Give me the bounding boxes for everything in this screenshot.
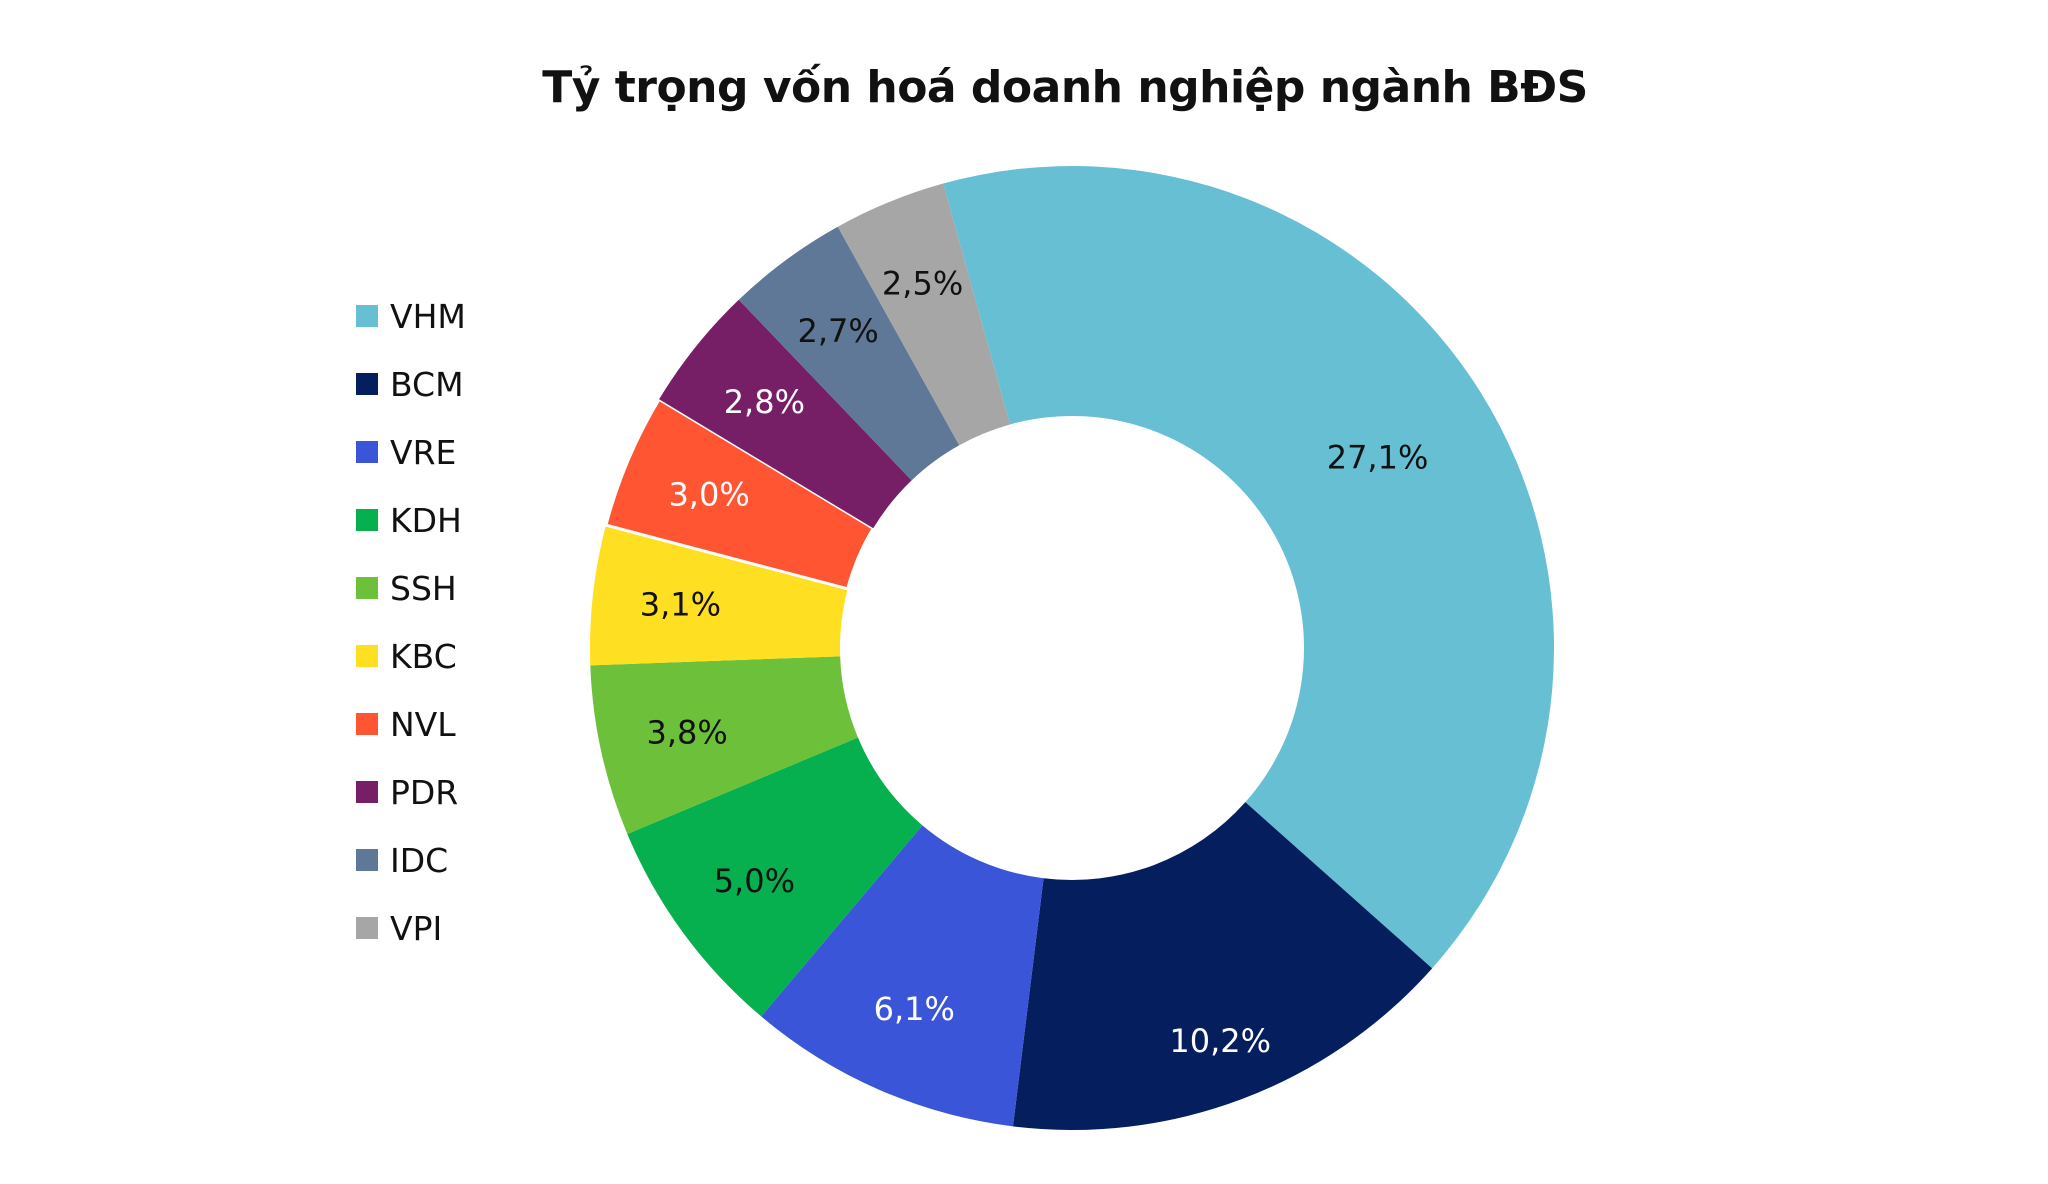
donut-slice-idc — [738, 226, 960, 481]
legend-label: BCM — [390, 364, 464, 404]
legend-item-nvl: NVL — [356, 690, 466, 758]
donut-slice-pdr — [659, 299, 912, 529]
legend-label: KDH — [390, 500, 462, 540]
donut-slice-kdh — [627, 737, 923, 1017]
legend-swatch — [356, 509, 378, 531]
donut-slice-bcm — [1012, 802, 1433, 1130]
legend-label: IDC — [390, 840, 449, 880]
legend-swatch — [356, 713, 378, 735]
legend-swatch — [356, 441, 378, 463]
data-label-vhm: 27,1% — [1327, 439, 1429, 477]
data-label-idc: 2,7% — [798, 312, 879, 350]
chart-title: Tỷ trọng vốn hoá doanh nghiệp ngành BĐS — [542, 62, 1588, 113]
donut-slice-ssh — [590, 656, 858, 834]
data-label-kdh: 5,0% — [714, 862, 795, 900]
legend-item-vhm: VHM — [356, 282, 466, 350]
legend-label: PDR — [390, 772, 459, 812]
legend: VHM BCM VRE KDH SSH KBC NVL PDR IDC VPI — [356, 282, 466, 962]
legend-swatch — [356, 645, 378, 667]
data-label-vpi: 2,5% — [882, 264, 963, 302]
legend-swatch — [356, 781, 378, 803]
data-label-ssh: 3,8% — [647, 713, 728, 751]
legend-swatch — [356, 305, 378, 327]
donut-slice-vre — [761, 825, 1044, 1127]
legend-item-vpi: VPI — [356, 894, 466, 962]
legend-swatch — [356, 849, 378, 871]
legend-label: KBC — [390, 636, 457, 676]
legend-swatch — [356, 917, 378, 939]
data-label-nvl: 3,0% — [668, 476, 749, 514]
donut-slice-nvl — [604, 397, 876, 591]
legend-item-bcm: BCM — [356, 350, 466, 418]
legend-label: NVL — [390, 704, 456, 744]
legend-item-idc: IDC — [356, 826, 466, 894]
legend-item-kbc: KBC — [356, 622, 466, 690]
data-label-vre: 6,1% — [874, 990, 955, 1028]
legend-label: SSH — [390, 568, 457, 608]
legend-swatch — [356, 577, 378, 599]
data-label-kbc: 3,1% — [640, 585, 721, 623]
legend-item-pdr: PDR — [356, 758, 466, 826]
legend-item-kdh: KDH — [356, 486, 466, 554]
data-label-pdr: 2,8% — [724, 383, 805, 421]
donut-slice-kbc — [590, 525, 848, 666]
legend-label: VHM — [390, 296, 466, 336]
legend-swatch — [356, 373, 378, 395]
donut-slice-vhm — [943, 165, 1555, 969]
legend-item-ssh: SSH — [356, 554, 466, 622]
data-label-bcm: 10,2% — [1169, 1022, 1271, 1060]
legend-label: VPI — [390, 908, 443, 948]
donut-slice-vpi — [837, 183, 1011, 446]
legend-label: VRE — [390, 432, 457, 472]
legend-item-vre: VRE — [356, 418, 466, 486]
